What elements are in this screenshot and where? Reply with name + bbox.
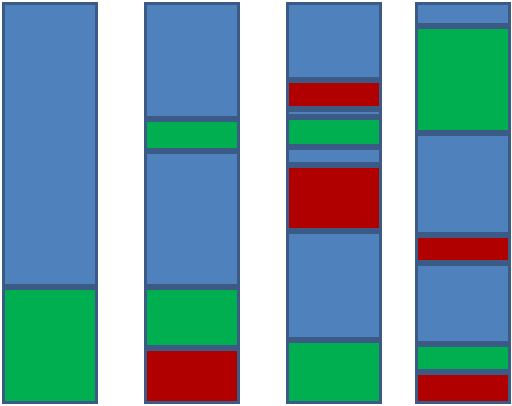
column-3-segment-1-blue (286, 2, 382, 80)
column-3-segment-8-green (286, 340, 382, 404)
column-2-segment-4-green (144, 287, 240, 348)
column-2-segment-1-blue (144, 2, 240, 119)
column-4-segment-6-green (415, 344, 511, 372)
column-1 (2, 2, 98, 404)
column-4-segment-3-blue (415, 133, 511, 235)
column-3-segment-6-red (286, 165, 382, 231)
column-2-segment-5-red (144, 348, 240, 404)
column-2 (144, 2, 240, 404)
column-2-segment-3-blue (144, 151, 240, 287)
column-1-segment-2-green (2, 287, 98, 404)
column-4-segment-2-green (415, 26, 511, 133)
column-3-segment-5-blue (286, 147, 382, 165)
column-3-segment-3-blue (286, 109, 382, 117)
column-4-segment-7-red (415, 372, 511, 404)
column-4-segment-1-blue (415, 2, 511, 26)
column-4 (415, 2, 511, 404)
column-1-segment-1-blue (2, 2, 98, 287)
column-3 (286, 2, 382, 404)
column-3-segment-2-red (286, 80, 382, 109)
column-3-segment-7-blue (286, 231, 382, 340)
column-2-segment-2-green (144, 119, 240, 151)
column-4-segment-5-blue (415, 263, 511, 344)
column-3-segment-4-green (286, 117, 382, 147)
column-4-segment-4-red (415, 235, 511, 263)
